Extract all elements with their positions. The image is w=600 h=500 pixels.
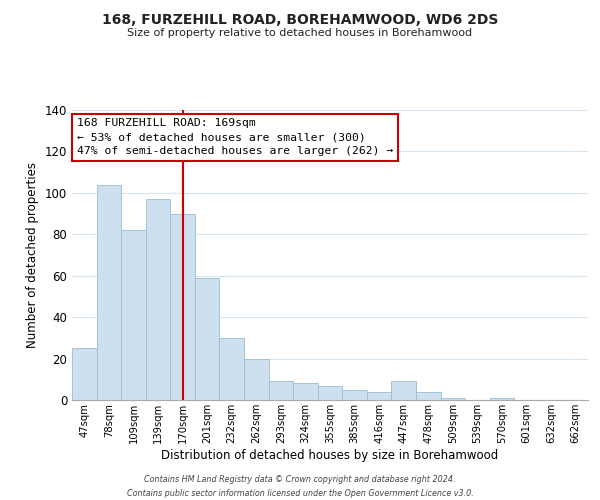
Bar [195, 278, 220, 400]
Bar [97, 184, 121, 400]
Bar [269, 382, 293, 400]
Text: Size of property relative to detached houses in Borehamwood: Size of property relative to detached ho… [127, 28, 473, 38]
Text: 168 FURZEHILL ROAD: 169sqm
← 53% of detached houses are smaller (300)
47% of sem: 168 FURZEHILL ROAD: 169sqm ← 53% of deta… [77, 118, 393, 156]
Bar [391, 382, 416, 400]
Bar [72, 348, 97, 400]
Bar [367, 392, 391, 400]
X-axis label: Distribution of detached houses by size in Borehamwood: Distribution of detached houses by size … [161, 448, 499, 462]
Bar [416, 392, 440, 400]
Bar [318, 386, 342, 400]
Bar [220, 338, 244, 400]
Bar [490, 398, 514, 400]
Bar [121, 230, 146, 400]
Bar [342, 390, 367, 400]
Y-axis label: Number of detached properties: Number of detached properties [26, 162, 39, 348]
Text: 168, FURZEHILL ROAD, BOREHAMWOOD, WD6 2DS: 168, FURZEHILL ROAD, BOREHAMWOOD, WD6 2D… [102, 12, 498, 26]
Bar [293, 384, 318, 400]
Text: Contains HM Land Registry data © Crown copyright and database right 2024.
Contai: Contains HM Land Registry data © Crown c… [127, 476, 473, 498]
Bar [440, 398, 465, 400]
Bar [146, 199, 170, 400]
Bar [170, 214, 195, 400]
Bar [244, 358, 269, 400]
